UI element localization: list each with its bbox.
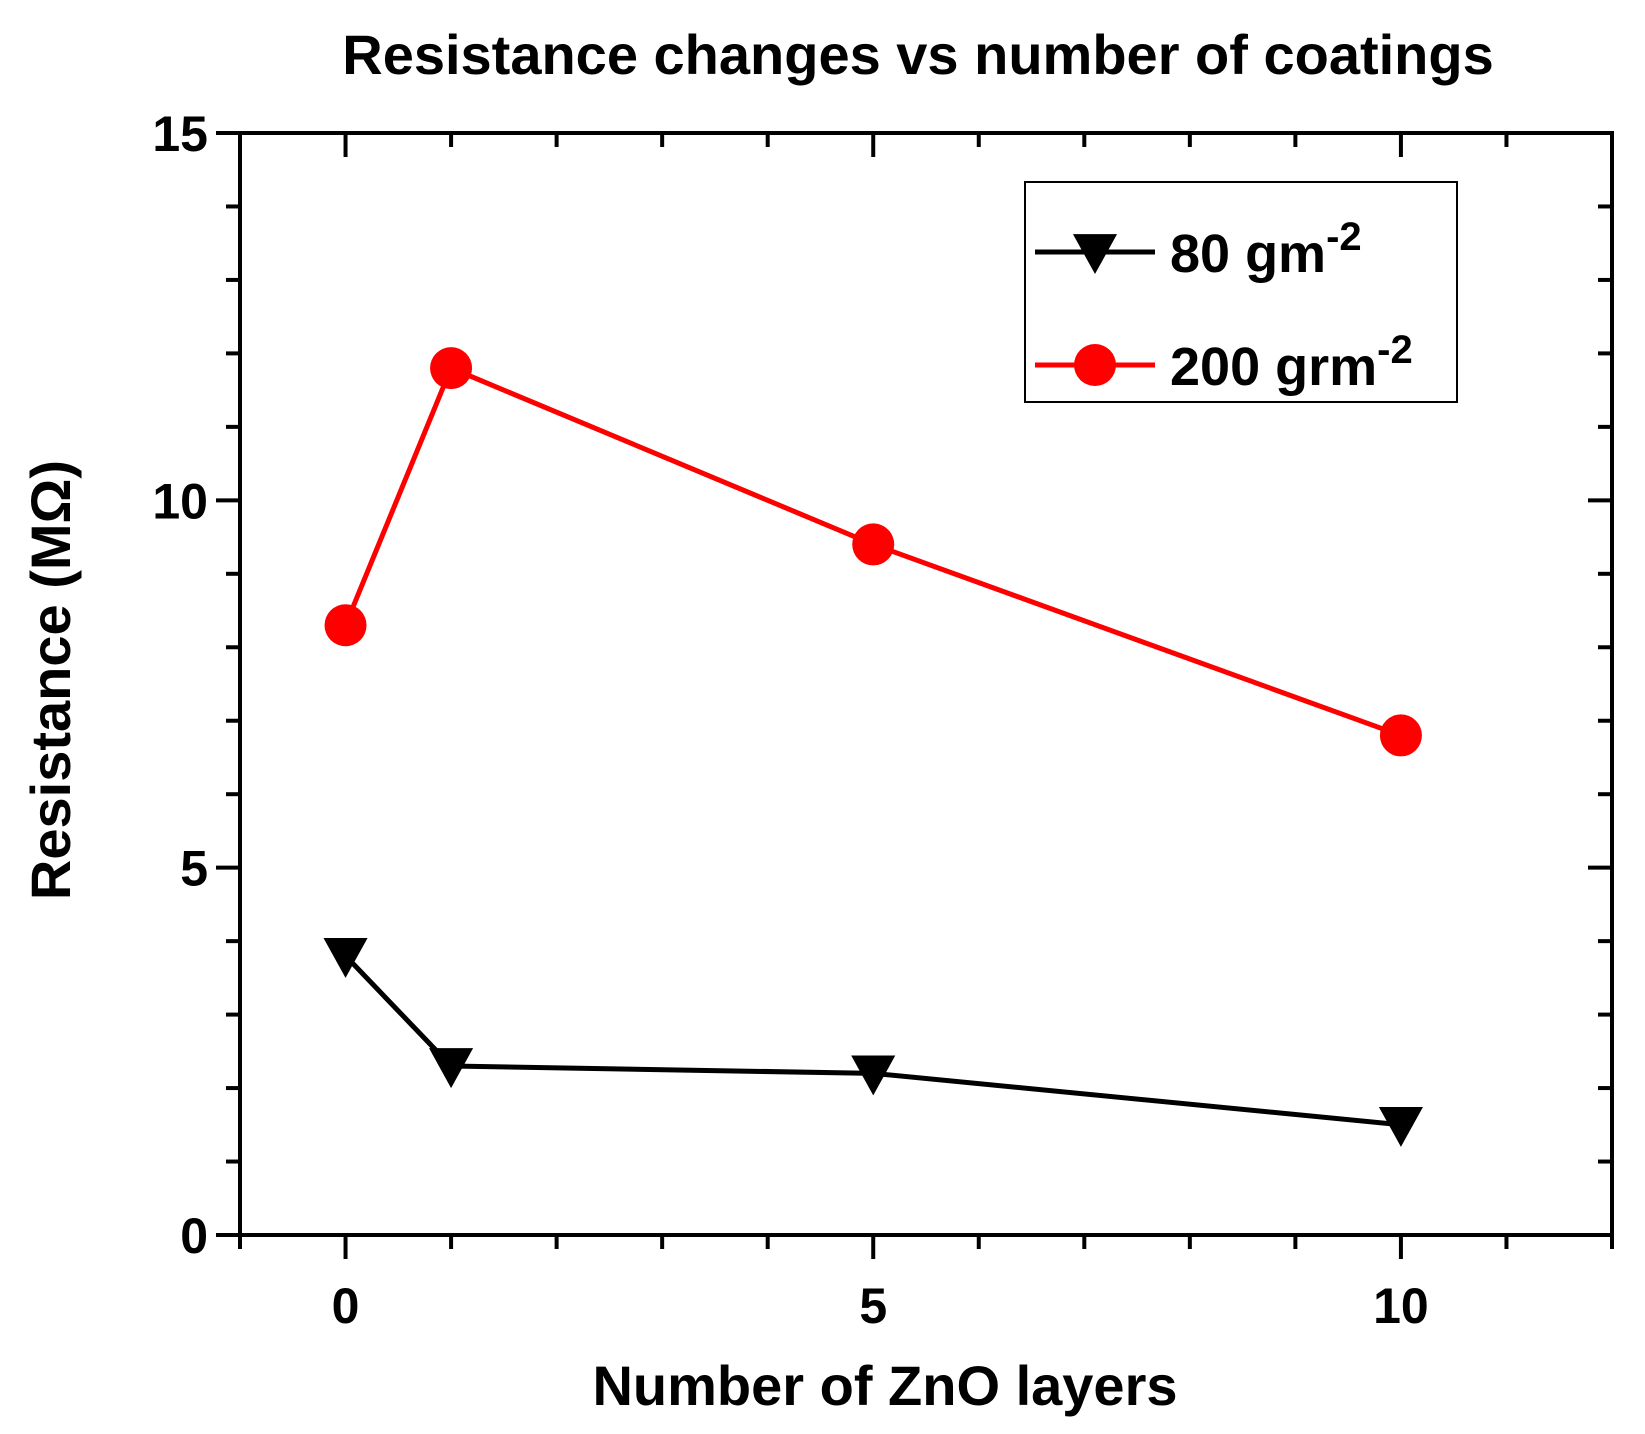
series-80-point xyxy=(851,1055,896,1096)
legend-200-label: 200 grm-2 xyxy=(1170,328,1413,397)
plot-area: 0 5 10 0 5 10 15 80 gm-2 200 grm-2 xyxy=(152,106,1614,1334)
y-tick-label: 0 xyxy=(180,1208,208,1264)
y-tick-label: 5 xyxy=(180,841,208,897)
x-tick-label: 0 xyxy=(332,1278,360,1334)
series-80-point xyxy=(1378,1106,1423,1147)
legend-80-label: 80 gm-2 xyxy=(1170,215,1362,284)
series-200-point xyxy=(852,523,895,566)
y-axis-label: Resistance (MΩ) xyxy=(19,460,82,900)
x-tick-label: 10 xyxy=(1373,1278,1429,1334)
y-tick-label: 15 xyxy=(152,106,208,162)
series-200-point xyxy=(1379,714,1422,757)
legend-200-marker xyxy=(1074,344,1116,386)
chart-title: Resistance changes vs number of coatings xyxy=(342,23,1493,86)
series-80-point xyxy=(323,937,368,978)
series-200-line xyxy=(343,365,1402,738)
legend-80-marker xyxy=(1072,234,1118,275)
y-tick-label: 10 xyxy=(152,473,208,529)
x-axis-label: Number of ZnO layers xyxy=(592,1354,1177,1417)
series-200-point xyxy=(430,347,473,390)
plot-frame xyxy=(238,131,1614,1237)
x-tick-label: 5 xyxy=(859,1278,887,1334)
series-200-point xyxy=(324,604,367,647)
series-80-line xyxy=(343,954,1402,1128)
series-80-point xyxy=(429,1048,474,1089)
